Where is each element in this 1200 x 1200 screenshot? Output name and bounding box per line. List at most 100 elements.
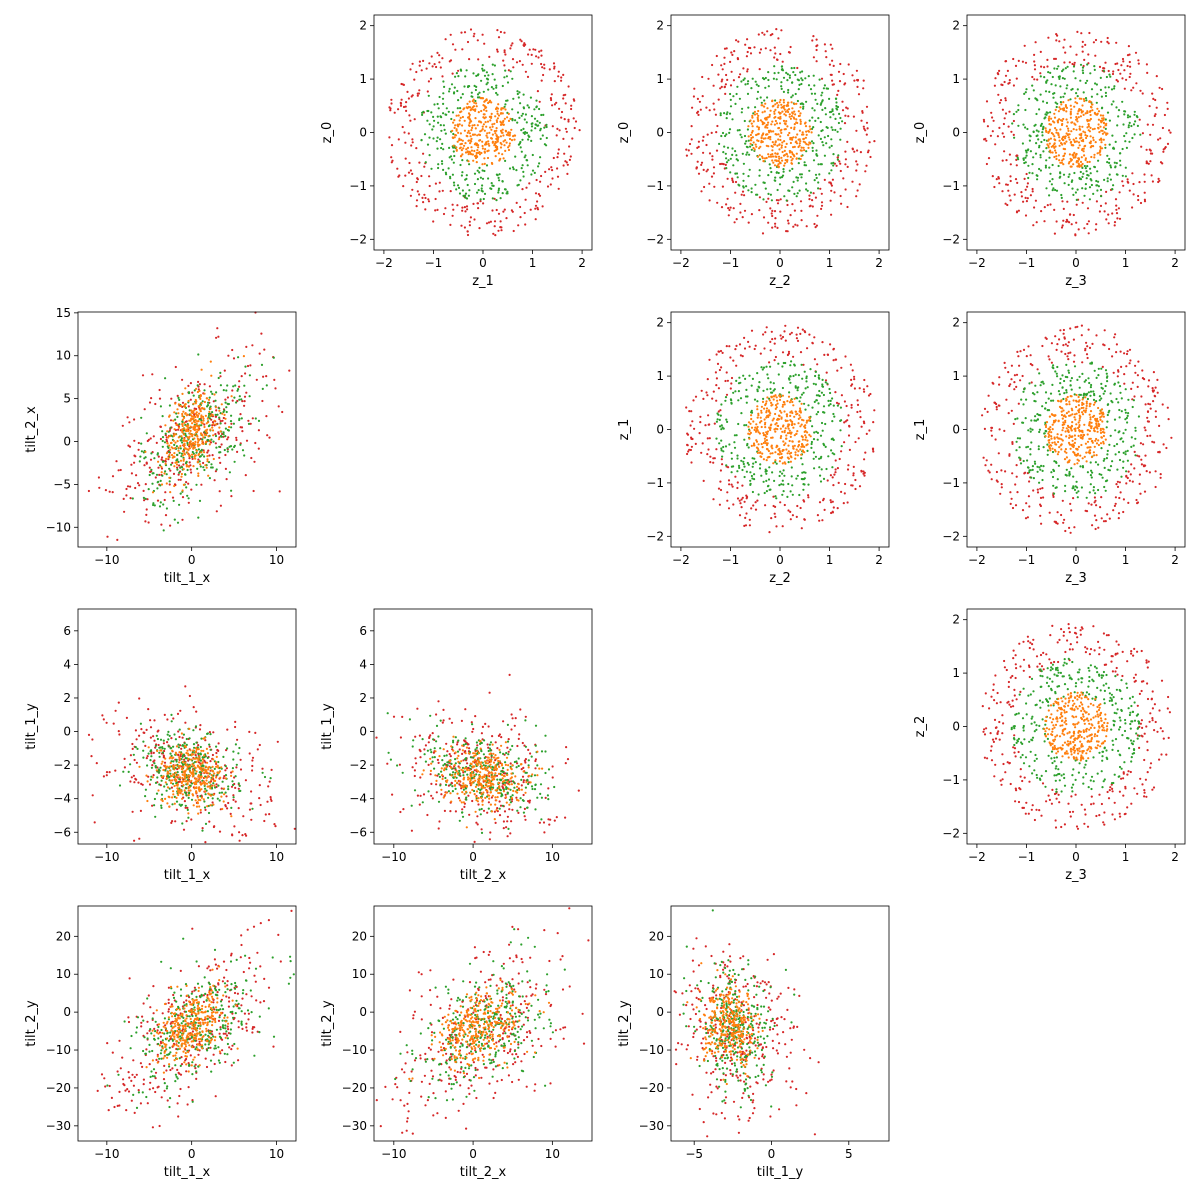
scatter-point [176, 468, 179, 471]
scatter-point [1031, 190, 1034, 193]
scatter-point [1077, 228, 1080, 231]
scatter-point [463, 194, 467, 197]
scatter-point [568, 145, 571, 148]
scatter-point [859, 416, 862, 419]
scatter-point [806, 431, 809, 434]
scatter-point [741, 496, 744, 499]
scatter-point [538, 121, 541, 124]
scatter-point [1078, 176, 1081, 180]
scatter-point [138, 460, 141, 463]
scatter-point [1152, 97, 1155, 100]
scatter-point [483, 169, 486, 173]
scatter-point [820, 77, 824, 80]
scatter-point [818, 173, 821, 176]
scatter-point [452, 132, 455, 136]
scatter-point [755, 83, 758, 86]
scatter-point [1081, 361, 1084, 364]
scatter-point [180, 435, 183, 438]
scatter-point [486, 136, 489, 139]
scatter-point [1062, 109, 1065, 112]
scatter-point [825, 467, 828, 471]
scatter-point [473, 149, 476, 153]
scatter-point [840, 490, 843, 493]
scatter-point [418, 64, 421, 67]
scatter-point [187, 465, 191, 468]
scatter-point [1159, 473, 1162, 476]
scatter-point [441, 142, 444, 145]
scatter-point [844, 482, 847, 486]
scatter-point [795, 432, 798, 435]
scatter-point [1068, 153, 1071, 156]
scatter-point [867, 394, 871, 397]
scatter-point [411, 172, 414, 175]
scatter-point [191, 450, 194, 454]
scatter-point [720, 80, 723, 83]
scatter-point [694, 442, 697, 445]
scatter-point [837, 154, 840, 157]
scatter-point [1099, 76, 1102, 79]
scatter-point [1081, 69, 1084, 72]
scatter-point [224, 453, 227, 457]
scatter-point [172, 419, 175, 422]
scatter-point [1072, 156, 1075, 159]
scatter-point [519, 179, 522, 182]
scatter-point [783, 474, 786, 477]
scatter-point [502, 134, 505, 137]
scatter-point [801, 435, 804, 439]
scatter-point [470, 120, 473, 123]
scatter-point [1127, 124, 1130, 127]
scatter-point [800, 453, 803, 456]
scatter-point [1045, 159, 1048, 162]
scatter-point [776, 188, 779, 192]
scatter-point [436, 147, 439, 150]
scatter-point [208, 412, 211, 415]
scatter-point [390, 156, 393, 159]
scatter-point [1157, 138, 1160, 141]
scatter-point [474, 117, 477, 120]
scatter-point [705, 143, 708, 147]
scatter-point [224, 427, 227, 430]
scatter-point [763, 110, 766, 113]
scatter-point [743, 500, 746, 503]
scatter-point [769, 424, 772, 427]
scatter-point [527, 138, 530, 141]
scatter-point [181, 450, 185, 453]
scatter-point [798, 189, 801, 192]
scatter-point [240, 417, 243, 420]
scatter-point [732, 95, 735, 98]
scatter-point [470, 91, 473, 94]
scatter-point [846, 501, 849, 504]
scatter-point [723, 56, 726, 59]
scatter-point [189, 425, 192, 428]
scatter-point [1027, 176, 1030, 180]
x-tick-label: 0 [188, 553, 196, 567]
scatter-point [217, 376, 220, 380]
scatter-point [812, 35, 815, 38]
scatter-point [555, 101, 558, 104]
x-tick-label: 1 [826, 256, 834, 270]
scatter-point [138, 484, 141, 487]
scatter-point [831, 420, 834, 423]
scatter-point [788, 115, 791, 118]
scatter-point [465, 148, 468, 151]
scatter-point [762, 434, 766, 437]
scatter-point [799, 120, 802, 123]
scatter-point [726, 78, 729, 81]
x-tick-label: 1 [826, 553, 834, 567]
scatter-point [488, 55, 491, 59]
y-tick-label: −10 [46, 520, 71, 534]
scatter-point [151, 472, 154, 475]
scatter-point [498, 159, 501, 162]
scatter-point [425, 67, 428, 70]
scatter-point [754, 344, 757, 347]
scatter-point [777, 127, 780, 130]
scatter-point [563, 152, 566, 155]
scatter-point [833, 473, 836, 476]
scatter-point [198, 418, 201, 421]
scatter-point [208, 439, 212, 442]
scatter-point [764, 331, 767, 334]
scatter-point [794, 373, 797, 376]
scatter-point [455, 72, 458, 75]
scatter-point [1086, 356, 1089, 360]
scatter-point [793, 102, 796, 106]
